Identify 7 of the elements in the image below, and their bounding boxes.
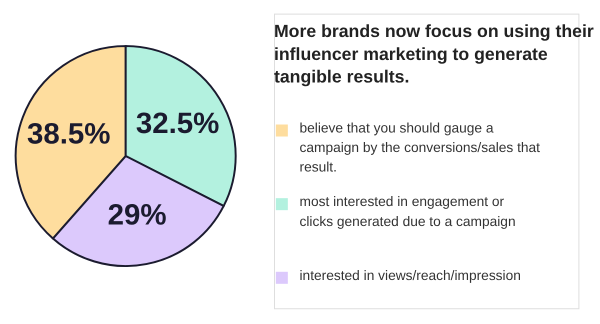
data-label: 29% (108, 198, 167, 232)
legend-label: interested in views/reach/impression (300, 268, 521, 283)
data-label: 32.5% (136, 107, 220, 140)
chart-title: More brands now focus on using their influencer marketing to generate tangible results. (274, 21, 594, 86)
data-label: 38.5% (27, 117, 110, 150)
legend-label: believe that you should gauge a campaign by the conversions/sales that result. (300, 120, 540, 175)
legend-label: most interested in engagement or clicks generated due to a campaign (300, 194, 516, 229)
